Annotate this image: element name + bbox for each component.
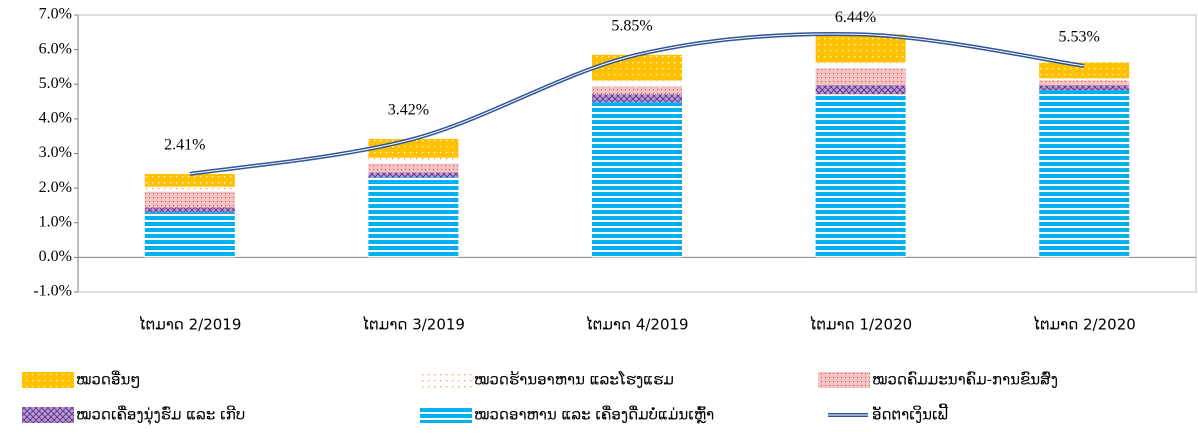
bar-segment	[144, 173, 235, 187]
line-highlight	[189, 33, 1085, 175]
y-tick-label: 2.0%	[39, 179, 72, 196]
bar-segment	[815, 62, 906, 69]
x-tick-label: ໄຕມາດ 4/2019	[585, 315, 688, 334]
data-label: 6.44%	[835, 9, 876, 26]
legend-swatch	[818, 372, 870, 388]
bar-segment	[1039, 78, 1130, 81]
bar-segment	[815, 94, 906, 258]
legend-label: ໝວດເຄື່ອງນຸ່ງຮົ່ມ ແລະ ເກີບ	[76, 404, 245, 425]
y-tick-label: 7.0%	[39, 6, 72, 23]
data-label: 5.85%	[611, 17, 652, 34]
bar-segment	[815, 34, 906, 63]
bar-segment	[368, 177, 459, 258]
bar-segment	[592, 102, 682, 258]
bar-segment	[368, 163, 459, 173]
bar-segment	[1039, 85, 1130, 91]
data-label: 2.41%	[164, 137, 205, 154]
y-tick-label: 1.0%	[39, 213, 72, 230]
bar-segment	[592, 80, 682, 87]
y-tick-label: 4.0%	[39, 110, 72, 127]
x-tick-label: ໄຕມາດ 3/2019	[362, 315, 465, 334]
x-tick-label: ໄຕມາດ 2/2020	[1033, 315, 1136, 334]
y-tick-label: 6.0%	[39, 40, 72, 57]
bar-segment	[144, 212, 235, 258]
y-tick-label: -1.0%	[33, 283, 72, 300]
legend-label: ໝວດຮ້ານອາຫານ ແລະໂຮງແຮມ	[474, 369, 674, 388]
legend-swatch	[22, 372, 74, 388]
legend-label: ໝວດອື່ນໆ	[76, 369, 140, 388]
bar-segment	[592, 54, 682, 81]
bar-segment	[592, 86, 682, 95]
bar-segment	[144, 207, 235, 213]
y-tick-label: 0.0%	[39, 248, 72, 265]
x-tick-label: ໄຕມາດ 2/2019	[138, 315, 241, 334]
bar-segment	[1039, 80, 1130, 86]
bar-segment	[1039, 62, 1130, 79]
x-tick-label: ໄຕມາດ 1/2020	[809, 315, 912, 334]
bar-segment	[815, 68, 906, 86]
y-tick-label: 3.0%	[39, 144, 72, 161]
data-label: 5.53%	[1059, 29, 1100, 46]
bar-segment	[592, 94, 682, 103]
bar-segment	[144, 186, 235, 192]
bar-segment	[815, 85, 906, 95]
legend-label: ອັດຕາເງິນເຟີ້	[872, 402, 948, 423]
legend-label: ໝວດອາຫານ ແລະ ເຄື່ອງດື່ມບໍ່ແມ່ນເຫຼົ້າ	[474, 404, 714, 423]
legend-swatch	[22, 407, 74, 423]
bar-segment	[368, 172, 459, 178]
legend-label: ໝວດຄົມມະນາຄົມ-ການຂົນສົ່ງ	[872, 369, 1058, 388]
legend-swatch	[420, 407, 472, 423]
bar-segment	[144, 191, 235, 208]
y-tick-label: 5.0%	[39, 75, 72, 92]
legend-swatch	[420, 372, 472, 388]
data-label: 3.42%	[388, 102, 429, 119]
bar-segment	[368, 157, 459, 164]
bar-segment	[1039, 90, 1130, 258]
